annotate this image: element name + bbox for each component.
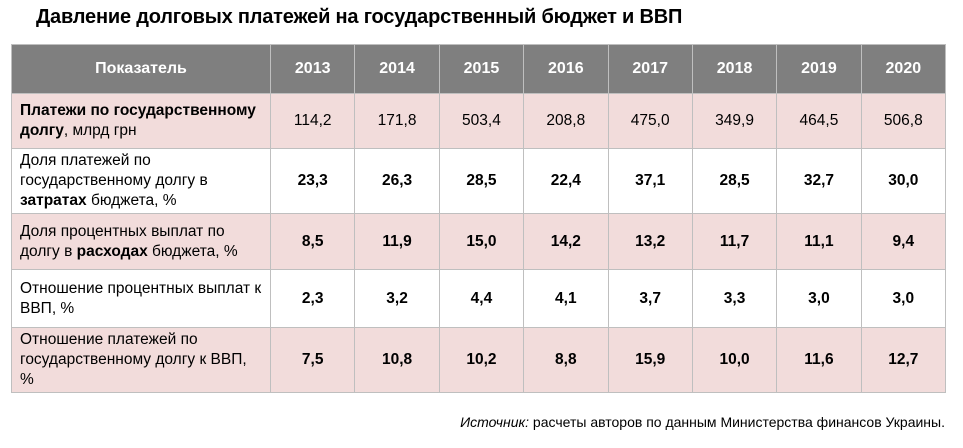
row-label-part: Отношение процентных выплат к ВВП, % <box>20 279 262 317</box>
table-cell: 12,7 <box>860 327 947 393</box>
table-cell: 3,7 <box>607 269 693 328</box>
table-cell: 13,2 <box>607 213 693 270</box>
table-cell: 4,1 <box>523 269 609 328</box>
row-label: Доля платежей по государственному долгу … <box>11 148 271 214</box>
table-cell: 3,0 <box>776 269 862 328</box>
table-cell: 10,8 <box>354 327 440 393</box>
table-row: Отношение платежей по государственному д… <box>11 327 947 393</box>
table-cell: 9,4 <box>860 213 947 270</box>
row-label-part: затратах <box>20 192 87 209</box>
row-label: Платежи по государственному долгу, млрд … <box>11 93 271 149</box>
table-cell: 208,8 <box>523 93 609 149</box>
source-label: Источник: <box>460 414 530 430</box>
header-year: 2016 <box>523 44 609 94</box>
table-cell: 8,5 <box>269 213 356 270</box>
table-cell: 2,3 <box>269 269 356 328</box>
table-cell: 28,5 <box>438 148 525 214</box>
table-cell: 11,6 <box>776 327 862 393</box>
table-cell: 15,9 <box>607 327 693 393</box>
table-cell: 7,5 <box>269 327 356 393</box>
table-row: Доля платежей по государственному долгу … <box>11 148 947 214</box>
table-cell: 475,0 <box>607 93 693 149</box>
table-cell: 464,5 <box>776 93 862 149</box>
table-cell: 171,8 <box>354 93 440 149</box>
table-cell: 28,5 <box>691 148 778 214</box>
table-cell: 11,9 <box>354 213 440 270</box>
row-label-part: Доля процентных выплат по долгу в <box>20 222 225 260</box>
header-year: 2015 <box>438 44 525 94</box>
table-cell: 15,0 <box>438 213 525 270</box>
table-cell: 4,4 <box>438 269 525 328</box>
debt-table: Показатель 2013 2014 2015 2016 2017 2018… <box>11 44 947 393</box>
header-year: 2017 <box>607 44 693 94</box>
source-text: расчеты авторов по данным Министерства ф… <box>529 414 945 430</box>
table-cell: 349,9 <box>691 93 778 149</box>
row-label-part: Отношение платежей по государственному д… <box>20 331 247 388</box>
row-label-part: бюджета, % <box>147 242 238 260</box>
table-cell: 26,3 <box>354 148 440 214</box>
row-label-part: , млрд грн <box>63 122 137 139</box>
table-cell: 114,2 <box>269 93 356 149</box>
header-year: 2019 <box>776 44 862 94</box>
table-cell: 22,4 <box>523 148 609 214</box>
header-year: 2020 <box>860 44 947 94</box>
table-cell: 3,3 <box>691 269 778 328</box>
row-label-part: Платежи по государственному долгу <box>20 102 256 139</box>
table-cell: 11,1 <box>776 213 862 270</box>
table-cell: 10,2 <box>438 327 525 393</box>
table-row: Отношение процентных выплат к ВВП, % 2,3… <box>11 269 947 328</box>
table-title: Давление долговых платежей на государств… <box>36 6 683 28</box>
table-cell: 37,1 <box>607 148 693 214</box>
table-cell: 3,0 <box>860 269 947 328</box>
table-cell: 8,8 <box>523 327 609 393</box>
header-indicator: Показатель <box>11 44 271 94</box>
header-year: 2013 <box>269 44 356 94</box>
table-cell: 506,8 <box>860 93 947 149</box>
table-cell: 10,0 <box>691 327 778 393</box>
header-year: 2014 <box>354 44 440 94</box>
table-cell: 23,3 <box>269 148 356 214</box>
header-year: 2018 <box>691 44 778 94</box>
table-cell: 11,7 <box>691 213 778 270</box>
table-cell: 30,0 <box>860 148 947 214</box>
row-label: Доля процентных выплат по долгу в расход… <box>11 213 271 270</box>
row-label: Отношение платежей по государственному д… <box>11 327 271 393</box>
table-row: Платежи по государственному долгу, млрд … <box>11 93 947 149</box>
row-label-part: бюджета, % <box>86 192 177 209</box>
source-note: Источник: расчеты авторов по данным Мини… <box>460 414 945 430</box>
table-cell: 14,2 <box>523 213 609 270</box>
row-label-part: расходах <box>76 242 148 260</box>
table-cell: 32,7 <box>776 148 862 214</box>
table-row: Доля процентных выплат по долгу в расход… <box>11 213 947 270</box>
table-cell: 503,4 <box>438 93 525 149</box>
row-label: Отношение процентных выплат к ВВП, % <box>11 269 271 328</box>
table-cell: 3,2 <box>354 269 440 328</box>
row-label-part: Доля платежей по государственному долгу … <box>20 152 208 189</box>
header-row: Показатель 2013 2014 2015 2016 2017 2018… <box>11 44 947 94</box>
